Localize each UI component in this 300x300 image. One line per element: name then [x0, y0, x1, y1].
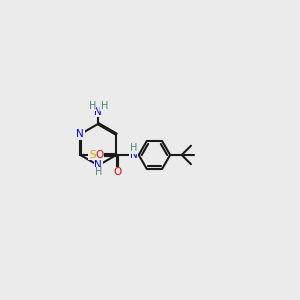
Text: N: N [76, 129, 84, 139]
Text: H: H [130, 143, 137, 154]
Text: H: H [100, 101, 108, 111]
Text: H: H [94, 167, 102, 177]
Text: H: H [88, 101, 96, 111]
Text: N: N [94, 160, 102, 170]
Text: O: O [96, 150, 104, 160]
Text: N: N [130, 149, 137, 160]
Text: N: N [94, 107, 102, 117]
Text: S: S [89, 150, 96, 160]
Text: O: O [114, 167, 122, 177]
